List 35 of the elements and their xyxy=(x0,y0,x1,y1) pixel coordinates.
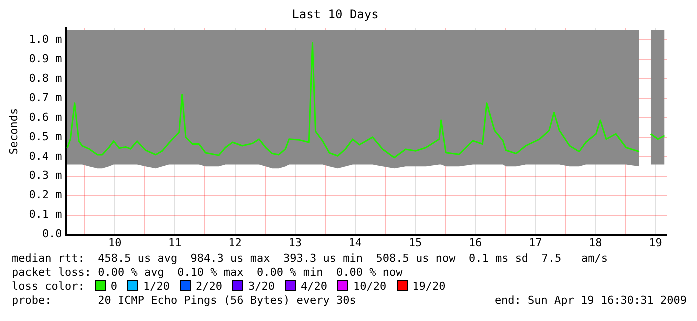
x-tick-label: 14 xyxy=(348,236,362,250)
y-tick-label: 0.0 xyxy=(42,228,62,241)
y-tick-label: 0.2 m xyxy=(29,188,63,202)
x-tick-label: 17 xyxy=(528,236,542,250)
legend-label: 0 xyxy=(110,280,118,293)
legend-label: 4/20 xyxy=(300,280,328,293)
chart-title: Last 10 Days xyxy=(292,7,379,22)
y-tick-label: 0.1 m xyxy=(29,208,63,222)
legend-label: 10/20 xyxy=(353,280,387,293)
x-tick-label: 10 xyxy=(108,236,122,250)
y-tick-label: 1.0 m xyxy=(29,32,63,46)
x-tick-label: 12 xyxy=(228,236,242,250)
text: packet loss: 0.00 % avg 0.10 % max 0.00 % min 0.00 % now xyxy=(12,266,404,280)
x-tick-label: 18 xyxy=(589,236,602,250)
legend-label: 19/20 xyxy=(412,280,446,293)
y-tick-label: 0.5 m xyxy=(29,130,63,144)
text: probe: 20 ICMP Echo Pings (56 Bytes) every 30s xyxy=(12,294,356,307)
legend-title: loss color: xyxy=(12,280,85,293)
y-axis-title: Seconds xyxy=(7,108,20,155)
text: end: Sun Apr 19 16:30:31 2009 xyxy=(494,294,687,308)
y-tick-label: 0.8 m xyxy=(29,72,63,85)
y-tick-label: 0.9 m xyxy=(29,52,63,66)
y-tick-label: 0.7 m xyxy=(29,91,63,104)
x-tick-label: 11 xyxy=(168,236,182,250)
legend-label: 1/20 xyxy=(143,280,170,293)
x-tick-label: 19 xyxy=(649,236,662,250)
legend-label: 3/20 xyxy=(248,280,275,293)
y-tick-label: 0.6 m xyxy=(29,110,63,124)
text: median rtt: 458.5 us avg 984.3 us max 393.3 us min 508.5 us now 0.1 ms sd 7.5 am/s xyxy=(12,252,610,266)
y-tick-label: 0.4 m xyxy=(29,150,63,163)
y-tick-label: 0.3 m xyxy=(29,169,63,182)
x-tick-label: 15 xyxy=(408,236,422,250)
x-tick-label: 13 xyxy=(288,236,302,250)
x-tick-label: 16 xyxy=(468,236,482,250)
legend-label: 2/20 xyxy=(196,280,222,293)
